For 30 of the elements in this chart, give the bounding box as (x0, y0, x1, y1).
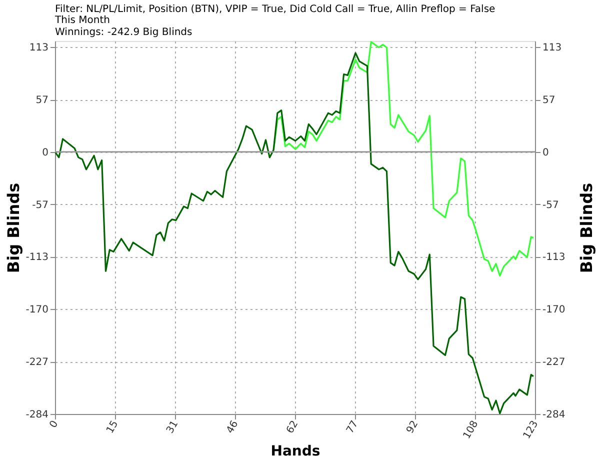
x-tick-label: 0 (48, 419, 61, 430)
y2-tick-label: 57 (542, 95, 556, 106)
y-tick-label: -284 (26, 410, 48, 420)
chart-title: Filter: NL/PL/Limit, Position (BTN), VPIP = True, Did Cold Call = True, Allin Preflop = False (55, 4, 496, 15)
x-tick-label: 46 (224, 419, 241, 436)
y-tick-label: -113 (26, 252, 48, 264)
y2-axis-title: Big Blinds (577, 182, 596, 274)
y-tick-label: 57 (36, 95, 48, 106)
y2-tick-label: -170 (542, 304, 566, 316)
y2-tick-label: 113 (542, 42, 562, 54)
x-tick-label: 92 (404, 419, 421, 436)
y2-tick-label: 0 (542, 147, 549, 158)
y2-tick-label: -113 (542, 252, 566, 264)
x-axis-title: Hands (270, 444, 320, 460)
x-tick-label: 62 (284, 419, 301, 436)
y-tick-label: -170 (26, 304, 48, 316)
y-axis-title: Big Blinds (4, 182, 23, 274)
y-tick-label: -227 (26, 357, 48, 368)
line-series (272, 41, 534, 277)
x-tick-label: 31 (164, 419, 181, 436)
y-tick-label: -57 (32, 200, 48, 211)
y-tick-label: 113 (29, 42, 48, 54)
x-tick-label: 15 (104, 419, 121, 436)
y2-tick-label: -57 (542, 200, 559, 211)
chart-subtitle: This Month (54, 15, 110, 26)
text: Winnings: -242.9 Big Blinds (55, 27, 192, 38)
y2-tick-label: -284 (542, 410, 566, 420)
x-tick-label: 77 (344, 419, 361, 436)
y-tick-label: 0 (42, 147, 48, 158)
y2-tick-label: -227 (542, 357, 566, 368)
